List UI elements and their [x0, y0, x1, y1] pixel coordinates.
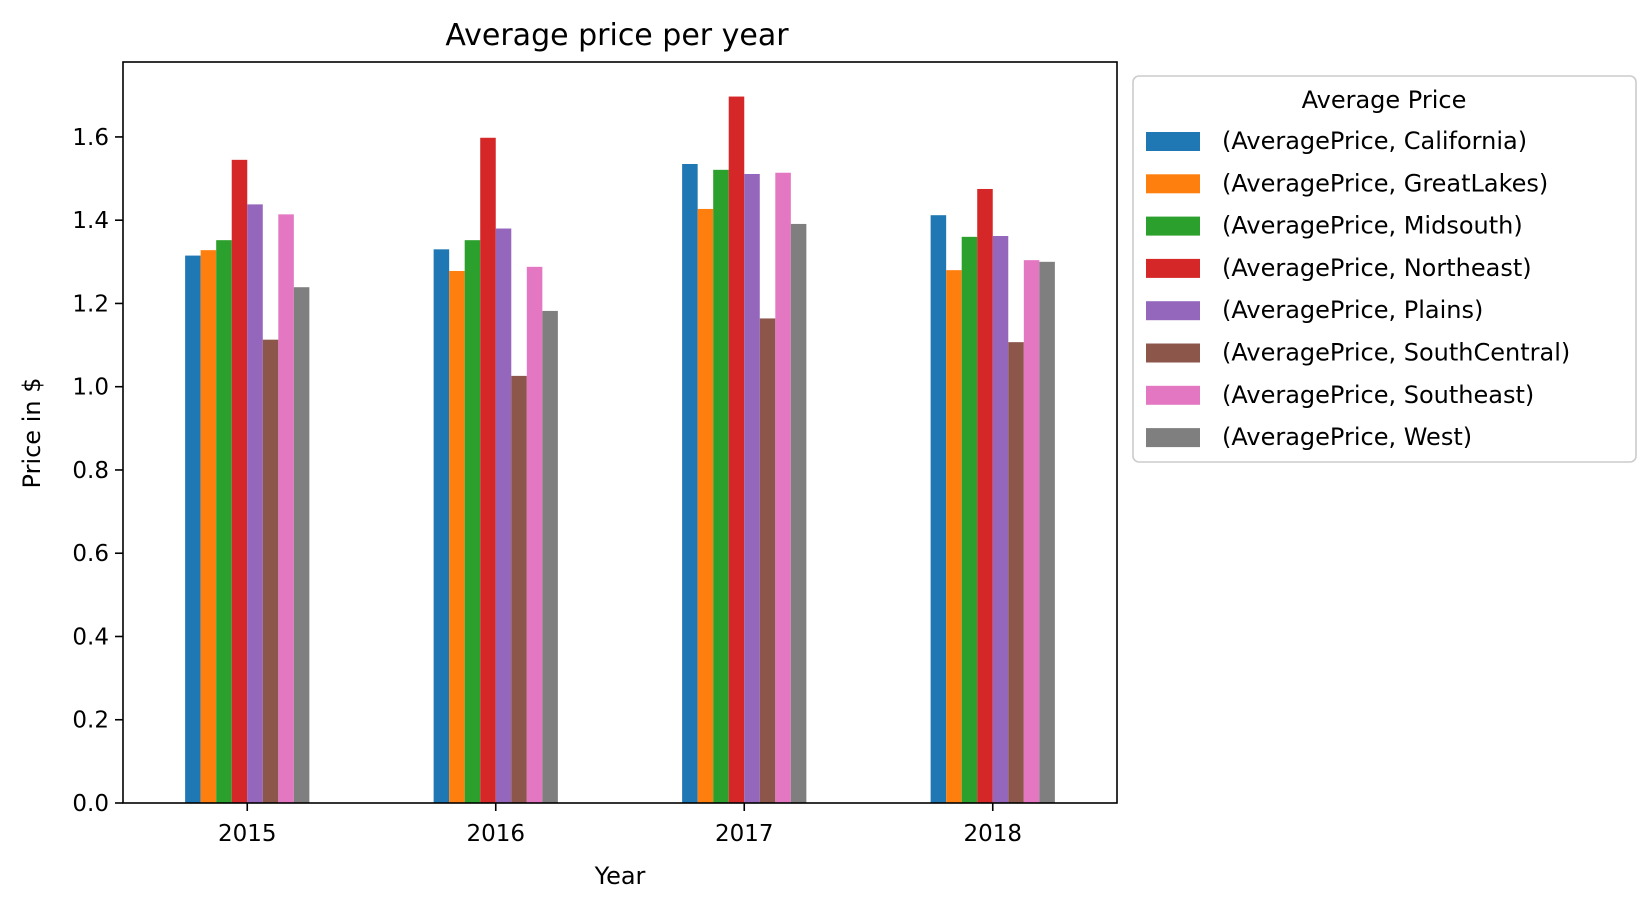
bar: [1039, 261, 1055, 803]
bar: [480, 137, 496, 803]
y-tick-label: 1.6: [72, 125, 109, 151]
bar: [759, 318, 776, 803]
x-tick-label: 2015: [218, 821, 277, 847]
bar: [278, 214, 294, 804]
legend-label: (AveragePrice, Plains): [1222, 296, 1483, 324]
y-tick-label: 0.0: [72, 791, 109, 817]
legend-swatch: [1146, 343, 1200, 363]
legend-label: (AveragePrice, California): [1222, 127, 1527, 155]
legend-swatch: [1146, 174, 1200, 194]
bar: [511, 375, 527, 803]
x-tick-label: 2016: [466, 821, 525, 847]
bar: [977, 188, 993, 804]
plot-frame: [122, 61, 1118, 804]
y-tick-label: 0.4: [72, 624, 109, 650]
legend-label: (AveragePrice, Midsouth): [1222, 212, 1523, 240]
y-tick-label: 0.2: [72, 708, 109, 734]
legend: Average Price (AveragePrice, California)…: [1132, 75, 1637, 463]
bar: [1008, 342, 1024, 803]
x-axis: 2015 2016 2017 2018: [218, 803, 1022, 847]
bar: [433, 249, 450, 803]
legend-label: (AveragePrice, GreatLakes): [1222, 169, 1548, 197]
x-axis-label: Year: [594, 862, 646, 890]
legend-label: (AveragePrice, Northeast): [1222, 254, 1532, 282]
bar: [992, 236, 1009, 803]
legend-swatch: [1146, 428, 1200, 448]
bar: [495, 228, 512, 803]
legend-swatch: [1146, 385, 1200, 405]
x-tick-label: 2018: [963, 821, 1022, 847]
chart-title: Average price per year: [445, 18, 789, 53]
y-tick-label: 1.4: [72, 208, 109, 234]
legend-label: (AveragePrice, West): [1222, 423, 1472, 451]
bar: [231, 159, 248, 803]
bars-group: [185, 96, 1055, 804]
bar: [247, 204, 263, 803]
bar: [293, 287, 310, 804]
bar: [682, 163, 698, 804]
bar: [744, 173, 760, 804]
y-tick-label: 1.2: [72, 291, 109, 317]
y-axis: 0.0 0.2 0.4 0.6 0.8 1.0 1.2 1.4 1.6: [72, 125, 123, 817]
legend-items: (AveragePrice, California) (AveragePrice,…: [1146, 127, 1570, 451]
y-axis-label: Price in $: [18, 378, 46, 489]
bar: [216, 240, 232, 804]
bar: [790, 223, 807, 803]
legend-swatch: [1146, 301, 1200, 321]
y-tick-label: 1.0: [72, 375, 109, 401]
x-tick-label: 2017: [715, 821, 774, 847]
legend-label: (AveragePrice, Southeast): [1222, 381, 1534, 409]
bar: [775, 172, 791, 804]
bar: [1023, 260, 1040, 803]
bar: [697, 208, 714, 803]
bar: [946, 270, 962, 803]
y-tick-label: 0.8: [72, 458, 109, 484]
legend-frame: [1132, 75, 1637, 463]
legend-swatch: [1146, 258, 1200, 278]
bar: [200, 250, 217, 803]
legend-label: (AveragePrice, SouthCentral): [1222, 339, 1570, 367]
bar: [713, 169, 729, 803]
y-tick-label: 0.6: [72, 541, 109, 567]
bar: [449, 270, 465, 804]
bar: [930, 215, 947, 803]
legend-title: Average Price: [1302, 86, 1467, 114]
bar: [728, 96, 745, 804]
bar: [542, 310, 558, 803]
legend-swatch: [1146, 216, 1200, 236]
legend-swatch: [1146, 132, 1200, 151]
bar: [961, 236, 978, 804]
bar: [185, 255, 201, 803]
bar: [262, 339, 279, 803]
bar: [526, 266, 543, 803]
bar: [464, 240, 481, 804]
